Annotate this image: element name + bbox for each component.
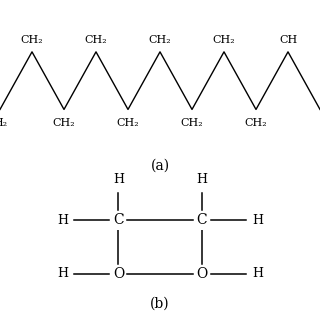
Text: CH₂: CH₂ (85, 35, 107, 45)
Text: C: C (196, 213, 207, 228)
Text: CH₂: CH₂ (53, 118, 75, 128)
Text: H: H (57, 214, 68, 227)
Text: (a): (a) (150, 158, 170, 172)
Text: H: H (57, 267, 68, 280)
Text: CH₂: CH₂ (21, 35, 43, 45)
Text: CH₂: CH₂ (245, 118, 267, 128)
Text: CH₂: CH₂ (117, 118, 139, 128)
Text: H: H (252, 214, 263, 227)
Text: H: H (196, 173, 207, 186)
Text: (b): (b) (150, 297, 170, 311)
Text: CH₂: CH₂ (213, 35, 235, 45)
Text: CH: CH (279, 35, 297, 45)
Text: H₂: H₂ (0, 118, 7, 128)
Text: CH₂: CH₂ (181, 118, 203, 128)
Text: O: O (113, 267, 124, 281)
Text: H: H (252, 267, 263, 280)
Text: O: O (196, 267, 207, 281)
Text: C: C (113, 213, 124, 228)
Text: CH₂: CH₂ (149, 35, 171, 45)
Text: H: H (113, 173, 124, 186)
